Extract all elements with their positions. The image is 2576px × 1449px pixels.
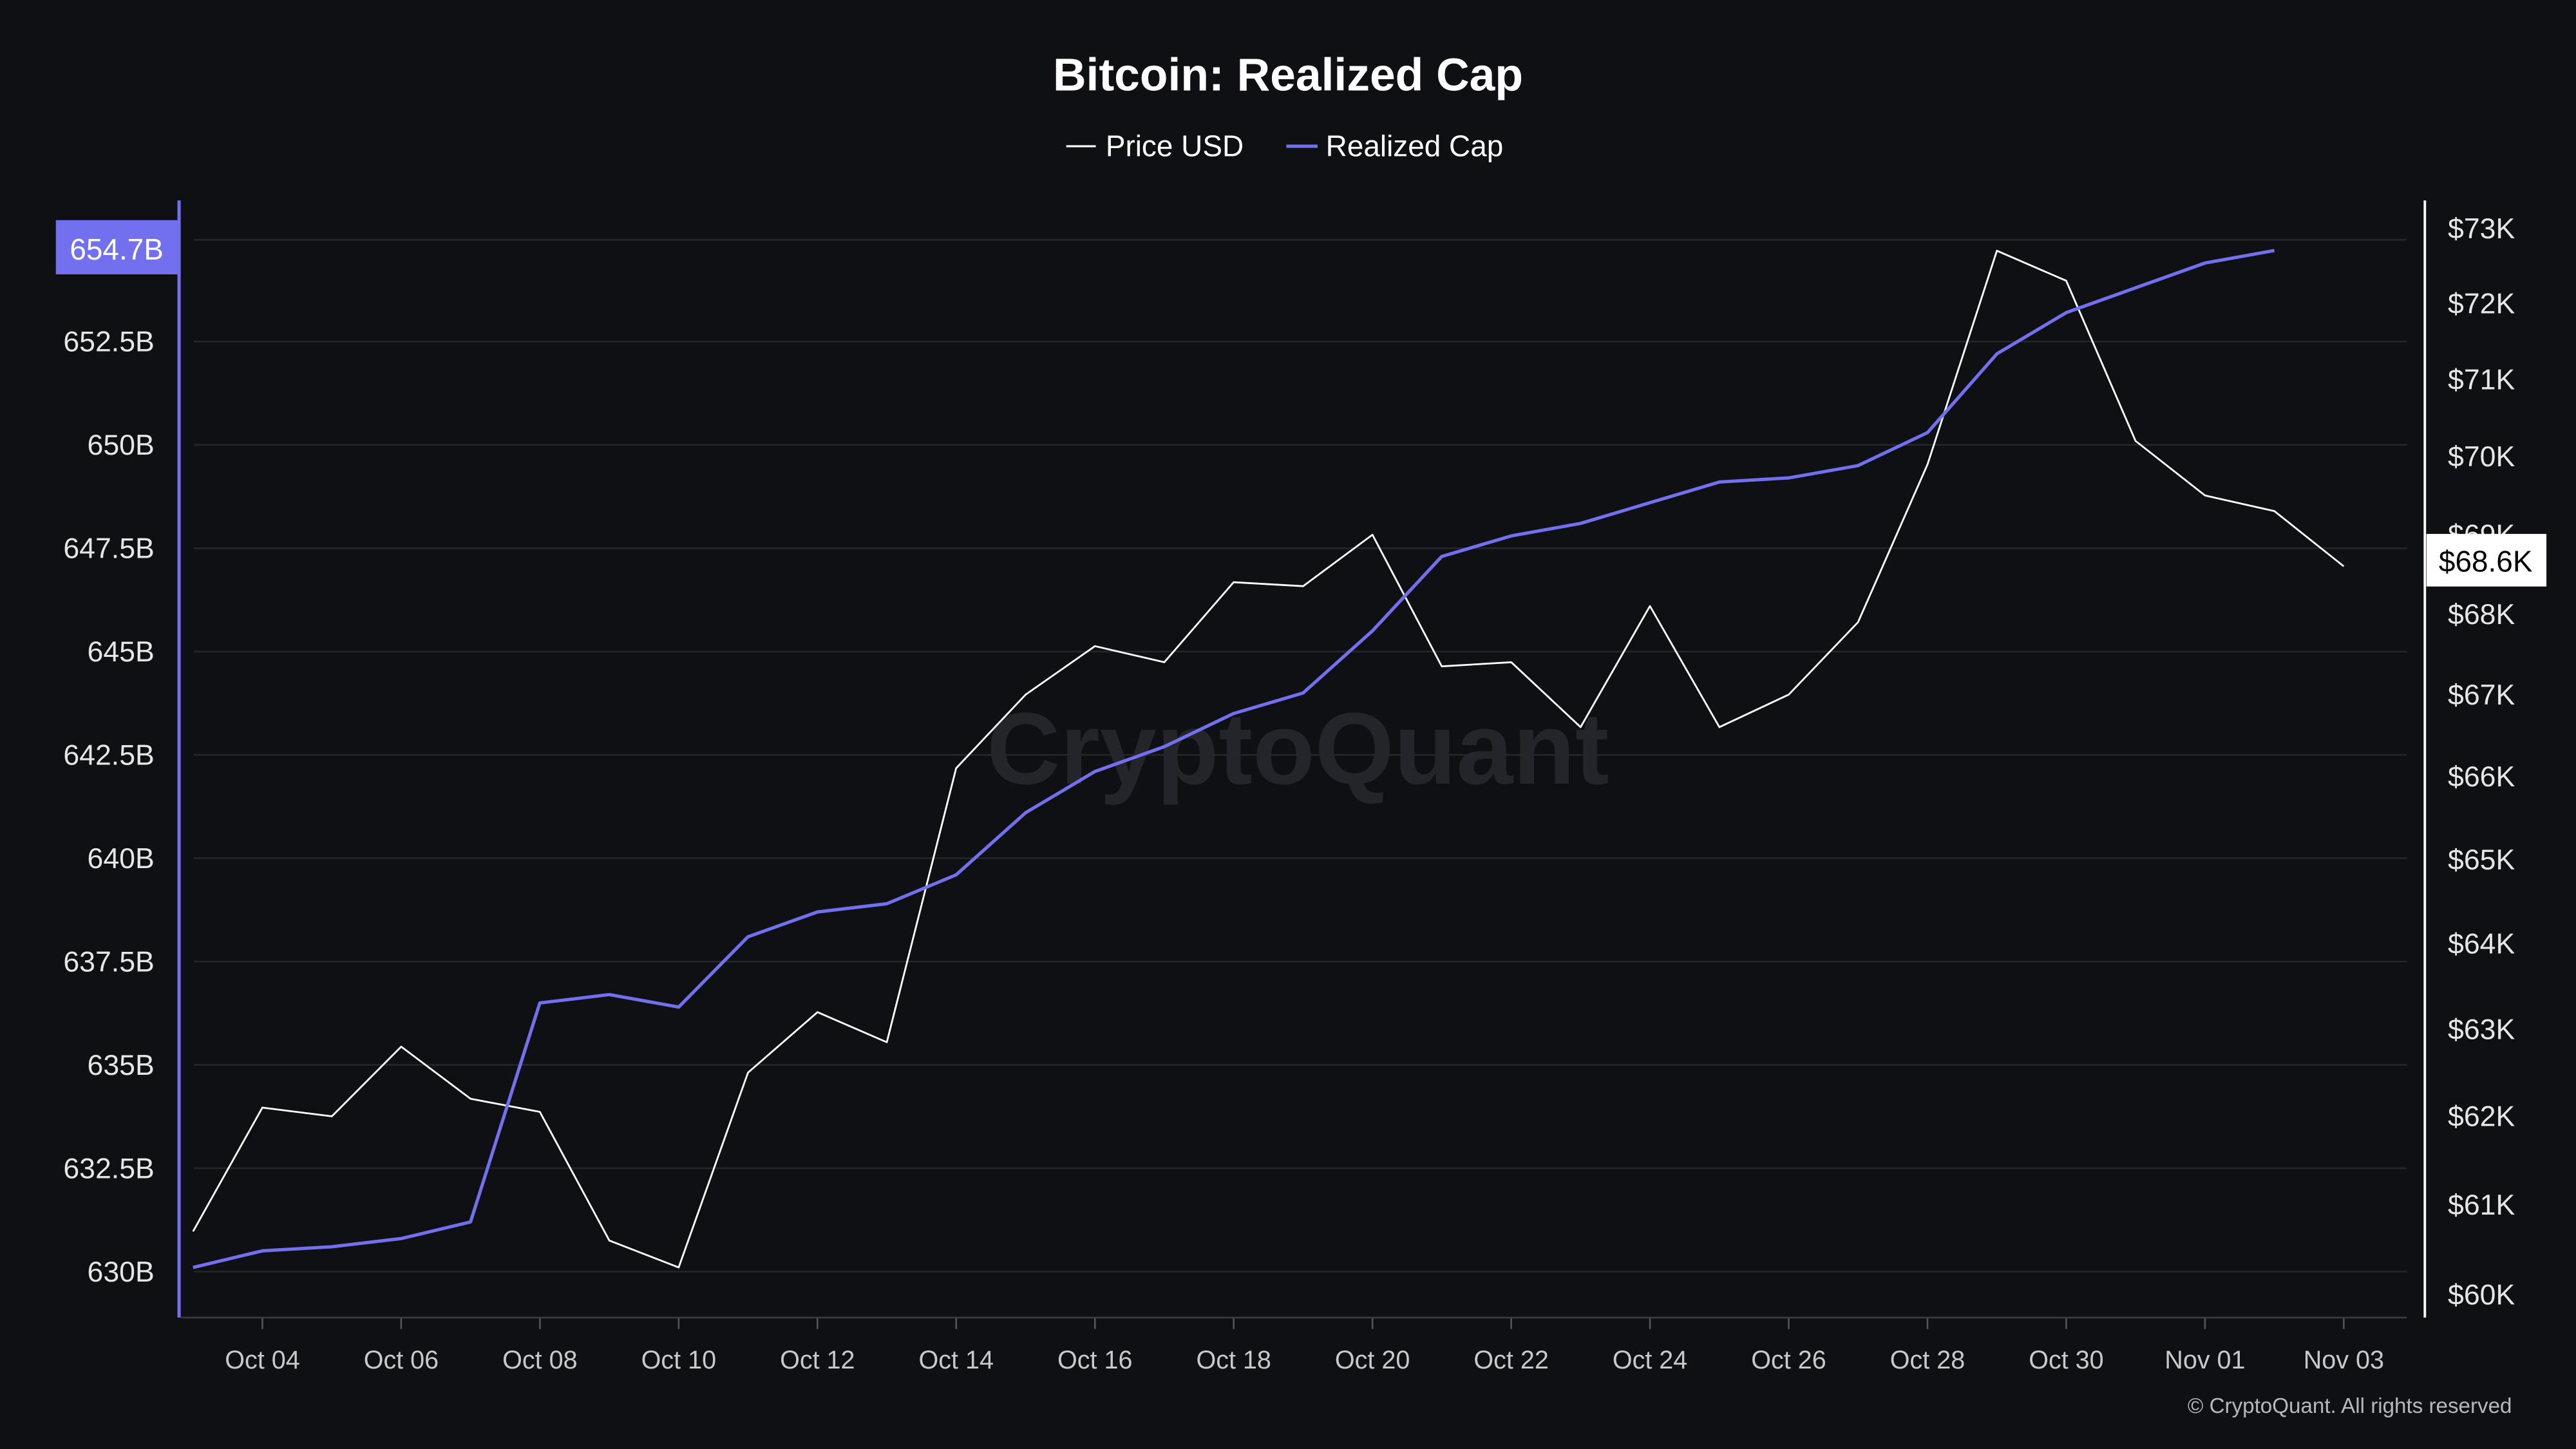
chart-title: Bitcoin: Realized Cap	[1053, 49, 1523, 100]
x-tick-label: Oct 18	[1196, 1346, 1271, 1374]
left-tick-label: 650B	[88, 430, 155, 461]
legend-label-price: Price USD	[1106, 129, 1244, 162]
copyright: © CryptoQuant. All rights reserved	[2188, 1394, 2512, 1418]
left-current-value-bg	[55, 220, 178, 275]
right-current-value-bg	[2426, 534, 2547, 587]
right-tick-label: $70K	[2448, 441, 2515, 473]
x-tick-label: Nov 03	[2304, 1346, 2384, 1374]
right-tick-label: $61K	[2448, 1189, 2515, 1221]
series-line-realized-cap	[193, 249, 2275, 1269]
left-tick-label: 632.5B	[63, 1153, 154, 1184]
x-tick-label: Oct 14	[919, 1346, 994, 1374]
right-current-value-badge: $68.6K	[2426, 534, 2547, 587]
x-tick-label: Nov 01	[2164, 1346, 2245, 1374]
left-tick-label: 652.5B	[63, 327, 154, 358]
series-layer	[192, 249, 2345, 1269]
x-tick-label: Oct 24	[1613, 1346, 1687, 1374]
legend-item-price[interactable]: Price USD	[1066, 129, 1244, 162]
gridlines	[194, 239, 2407, 1273]
right-tick-label: $60K	[2448, 1280, 2515, 1311]
right-tick-label: $71K	[2448, 364, 2515, 395]
x-tick-label: Oct 20	[1335, 1346, 1410, 1374]
right-tick-label: $64K	[2448, 929, 2515, 960]
x-tick-label: Oct 28	[1890, 1346, 1965, 1374]
x-tick-label: Oct 08	[502, 1346, 577, 1374]
x-tick-label: Oct 26	[1751, 1346, 1826, 1374]
legend: Price USD Realized Cap	[1066, 129, 1503, 162]
right-current-value: $68.6K	[2439, 545, 2533, 578]
x-tick-label: Oct 22	[1473, 1346, 1548, 1374]
right-tick-label: $72K	[2448, 288, 2515, 319]
left-tick-label: 647.5B	[63, 533, 154, 565]
left-tick-label: 635B	[88, 1050, 155, 1081]
left-tick-label: 642.5B	[63, 739, 154, 771]
x-tick-label: Oct 30	[2029, 1346, 2103, 1374]
right-tick-label: $62K	[2448, 1101, 2515, 1133]
right-tick-label: $63K	[2448, 1014, 2515, 1046]
watermark: CryptoQuant	[987, 692, 1609, 806]
right-tick-label: $66K	[2448, 761, 2515, 793]
left-tick-label: 630B	[88, 1256, 155, 1288]
left-axis: 630B 632.5B 635B 637.5B 640B 642.5B 645B 647.5B…	[63, 327, 154, 1288]
x-tick-label: Oct 10	[641, 1346, 716, 1374]
legend-item-realized-cap[interactable]: Realized Cap	[1286, 129, 1503, 162]
right-tick-label: $65K	[2448, 844, 2515, 876]
right-tick-label: $73K	[2448, 213, 2515, 245]
x-axis: Oct 04 Oct 06 Oct 08 Oct 10 Oct 12 Oct 14 Oct …	[225, 1317, 2384, 1374]
right-tick-label: $67K	[2448, 679, 2515, 711]
legend-label-realized-cap: Realized Cap	[1326, 129, 1504, 162]
x-tick-label: Oct 12	[780, 1346, 855, 1374]
x-tick-label: Oct 06	[364, 1346, 439, 1374]
x-tick-label: Oct 16	[1057, 1346, 1132, 1374]
right-tick-label: $68K	[2448, 599, 2515, 630]
left-current-value-badge: 654.7B	[55, 220, 178, 275]
left-tick-label: 637.5B	[63, 946, 154, 978]
right-axis: $60K$61K$62K$63K$64K$65K$66K$67K$68K$69K…	[2448, 213, 2515, 1311]
left-current-value: 654.7B	[70, 232, 164, 266]
x-tick-label: Oct 04	[225, 1346, 299, 1374]
left-tick-label: 640B	[88, 843, 155, 875]
left-tick-label: 645B	[88, 636, 155, 668]
series-line-price-usd	[192, 249, 2345, 1269]
